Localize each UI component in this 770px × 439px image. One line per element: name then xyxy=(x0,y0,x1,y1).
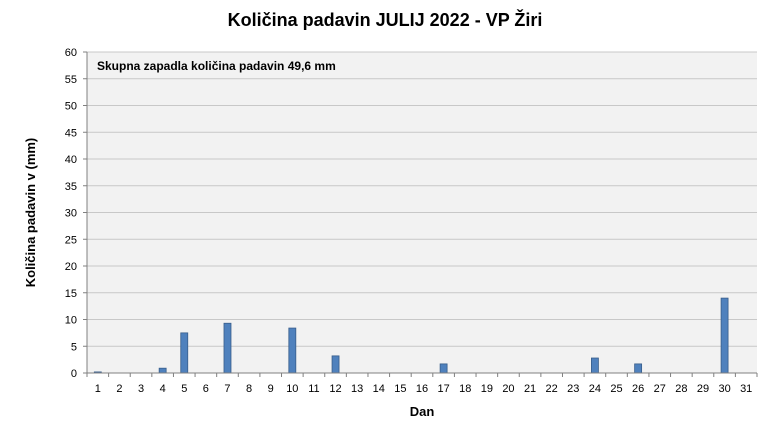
x-tick-label: 9 xyxy=(268,383,274,395)
x-tick-label: 2 xyxy=(116,383,122,395)
y-tick-label: 45 xyxy=(65,127,77,139)
x-tick-label: 3 xyxy=(138,383,144,395)
y-tick-label: 5 xyxy=(71,341,77,353)
y-tick-labels: 0 5 10 15 20 25 30 35 40 45 50 55 60 xyxy=(65,47,77,380)
x-tick-label: 27 xyxy=(654,383,666,395)
chart-title: Količina padavin JULIJ 2022 - VP Žiri xyxy=(227,10,543,30)
bar-day-26 xyxy=(634,363,643,374)
x-tick-label: 29 xyxy=(697,383,709,395)
x-tick-label: 6 xyxy=(203,383,209,395)
bar-day-7 xyxy=(223,322,232,374)
y-tick-label: 30 xyxy=(65,208,77,220)
y-tick-label: 0 xyxy=(71,368,77,380)
bar-day-10 xyxy=(288,327,297,374)
bar-day-4 xyxy=(158,367,167,374)
y-tick-label: 60 xyxy=(65,47,77,59)
x-tick-label: 14 xyxy=(373,383,385,395)
y-tick-label: 15 xyxy=(65,288,77,300)
x-tick-label: 31 xyxy=(740,383,752,395)
x-tick-label: 10 xyxy=(286,383,298,395)
y-tick-label: 40 xyxy=(65,154,77,166)
x-tick-label: 22 xyxy=(546,383,558,395)
bar-day-24 xyxy=(591,357,599,374)
x-tick-label: 11 xyxy=(308,383,319,395)
y-tick-label: 50 xyxy=(65,101,77,113)
x-tick-label: 28 xyxy=(675,383,687,395)
y-tick-label: 20 xyxy=(65,261,77,273)
x-tick-label: 15 xyxy=(394,383,406,395)
x-tick-label: 26 xyxy=(632,383,644,395)
bar-day-5 xyxy=(180,332,189,374)
x-tick-label: 12 xyxy=(329,383,341,395)
x-tick-label: 25 xyxy=(610,383,622,395)
x-tick-label: 17 xyxy=(437,383,449,395)
axes xyxy=(86,52,757,374)
x-tick-label: 7 xyxy=(224,383,230,395)
x-tick-label: 20 xyxy=(502,383,514,395)
y-tick-label: 55 xyxy=(65,74,77,86)
bar-day-30 xyxy=(720,297,729,374)
x-tick-label: 18 xyxy=(459,383,471,395)
bar-day-12 xyxy=(331,355,340,374)
x-tick-label: 23 xyxy=(567,383,579,395)
x-axis-label: Dan xyxy=(410,404,435,419)
x-tick-label: 30 xyxy=(718,383,730,395)
x-tick-label: 16 xyxy=(416,383,428,395)
x-tick-label: 4 xyxy=(160,383,166,395)
x-tick-label: 24 xyxy=(589,383,601,395)
y-axis-label: Količina padavin v (mm) xyxy=(23,138,38,288)
y-tick-label: 35 xyxy=(65,181,77,193)
total-annotation: Skupna zapadla količina padavin 49,6 mm xyxy=(97,59,336,73)
x-tick-label: 19 xyxy=(481,383,493,395)
x-tick-label: 21 xyxy=(524,383,536,395)
x-tick-label: 1 xyxy=(95,383,101,395)
y-tick-label: 10 xyxy=(65,315,77,327)
bar-day-17 xyxy=(439,363,448,374)
x-tick-label: 8 xyxy=(246,383,252,395)
x-tick-label: 13 xyxy=(351,383,363,395)
x-tick-labels: 1 2 3 4 5 6 7 8 9 10 11 12 13 14 15 16 17 18 19 20 21 22 23 24 2… xyxy=(86,373,758,395)
y-tick-label: 25 xyxy=(65,234,77,246)
x-tick-label: 5 xyxy=(181,383,187,395)
